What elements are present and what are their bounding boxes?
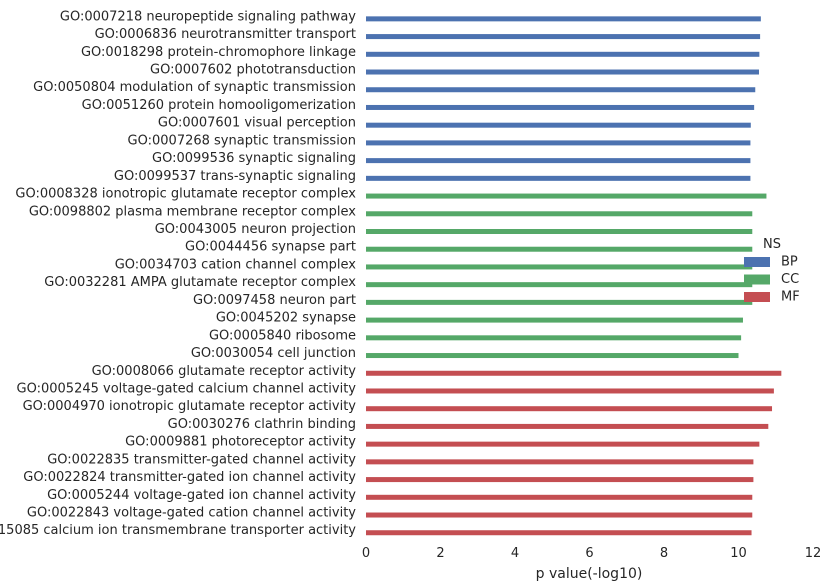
bar — [366, 69, 759, 75]
bar — [366, 423, 769, 429]
y-tick-label: GO:0043005 neuron projection — [155, 222, 356, 237]
x-tick-label: 2 — [436, 546, 444, 561]
y-tick-label: GO:0005840 ribosome — [209, 328, 356, 343]
y-tick-label: GO:0097458 neuron part — [193, 293, 356, 308]
bar — [366, 158, 751, 164]
plot-area — [366, 16, 782, 536]
bar — [366, 16, 761, 22]
bar — [366, 211, 753, 217]
bar — [366, 335, 742, 341]
x-tick-label: 0 — [362, 546, 370, 561]
y-tick-label: GO:0008066 glutamate receptor activity — [92, 364, 357, 379]
y-tick-label: GO:0008328 ionotropic glutamate receptor… — [15, 187, 356, 202]
x-tick-label: 4 — [511, 546, 519, 561]
y-tick-label: GO:0030054 cell junction — [191, 346, 356, 361]
bar — [366, 229, 753, 234]
y-tick-label: GO:0005245 voltage-gated calcium channel… — [17, 381, 357, 396]
bar — [366, 530, 752, 536]
y-tick-label: GO:0007601 visual perception — [158, 116, 356, 131]
x-tick-label: 8 — [660, 546, 668, 561]
legend-label: CC — [781, 272, 799, 287]
x-axis-label: p value(-log10) — [536, 566, 643, 582]
bar — [366, 299, 753, 305]
y-tick-label: GO:0004970 ionotropic glutamate receptor… — [23, 399, 357, 414]
bar — [366, 87, 756, 93]
y-tick-label: GO:0022835 transmitter-gated channel act… — [47, 452, 356, 467]
y-tick-label: GO:0006836 neurotransmitter transport — [95, 27, 356, 42]
x-tick-label: 10 — [730, 546, 747, 561]
bar — [366, 282, 753, 288]
y-tick-label: GO:0051260 protein homooligomerization — [82, 98, 356, 113]
y-tick-label: GO:0099537 trans-synaptic signaling — [114, 169, 356, 184]
bar — [366, 388, 774, 394]
y-tick-label: GO:0099536 synaptic signaling — [152, 151, 356, 166]
y-tick-label: GO:0034703 cation channel complex — [115, 257, 357, 272]
y-tick-label: GO:0098802 plasma membrane receptor comp… — [29, 204, 356, 219]
x-tick-label: 12 — [805, 546, 822, 561]
y-tick-label: GO:0009881 photoreceptor activity — [125, 435, 356, 450]
bar — [366, 264, 753, 270]
y-tick-label: GO:0005244 voltage-gated ion channel act… — [47, 488, 356, 503]
y-tick-label: GO:0030276 clathrin binding — [168, 417, 356, 432]
y-tick-label: GO:0045202 synapse — [216, 311, 356, 326]
legend-label: BP — [781, 255, 798, 270]
bar — [366, 246, 753, 252]
y-tick-label: GO:0007602 phototransduction — [150, 63, 356, 78]
bar — [366, 477, 754, 483]
legend-label: MF — [781, 290, 800, 305]
bar — [366, 34, 761, 40]
bar — [366, 406, 773, 412]
bar — [366, 122, 751, 128]
y-tick-label: GO:0022843 voltage-gated cation channel … — [27, 506, 356, 521]
bar — [366, 104, 755, 110]
y-axis-tick-labels: GO:0007218 neuropeptide signaling pathwa… — [0, 9, 356, 538]
legend-swatch — [744, 257, 770, 267]
bar — [366, 370, 782, 376]
y-tick-label: GO:0007268 synaptic transmission — [128, 133, 356, 148]
bar — [366, 317, 743, 323]
y-tick-label: GO:0022824 transmitter-gated ion channel… — [23, 470, 356, 485]
legend: NS BP CC MF — [744, 237, 800, 305]
y-tick-label: GO:0007218 neuropeptide signaling pathwa… — [60, 9, 356, 24]
bar — [366, 51, 760, 57]
y-tick-label: GO:0015085 calcium ion transmembrane tra… — [0, 523, 356, 538]
legend-swatch — [744, 292, 770, 302]
bar — [366, 512, 753, 518]
x-tick-label: 6 — [585, 546, 593, 561]
bar — [366, 193, 767, 199]
bar — [366, 494, 753, 500]
y-tick-label: GO:0018298 protein-chromophore linkage — [81, 45, 356, 60]
bar — [366, 353, 739, 359]
bar — [366, 459, 754, 465]
legend-swatch — [744, 274, 770, 285]
y-tick-label: GO:0032281 AMPA glutamate receptor compl… — [44, 275, 356, 290]
bar — [366, 140, 751, 146]
y-tick-label: GO:0050804 modulation of synaptic transm… — [33, 80, 356, 95]
bar — [366, 175, 751, 181]
bar — [366, 441, 760, 447]
legend-title: NS — [763, 237, 781, 252]
y-tick-label: GO:0044456 synapse part — [185, 240, 356, 255]
x-axis-tick-labels: 0 2 4 6 8 10 12 — [362, 546, 821, 561]
